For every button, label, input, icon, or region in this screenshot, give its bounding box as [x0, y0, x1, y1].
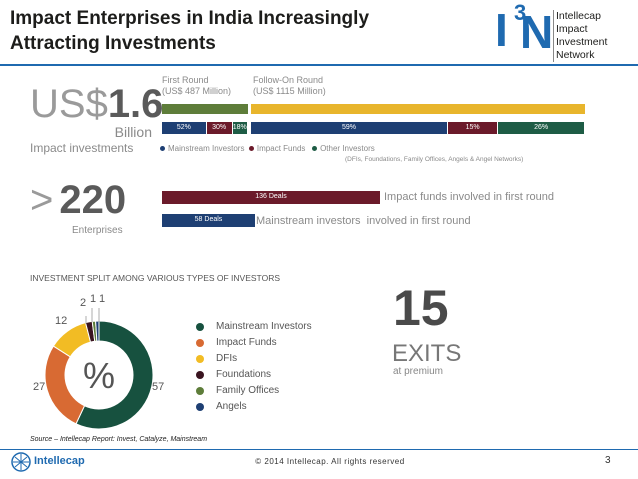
donut-legend-dot [196, 354, 204, 363]
logo-letter-i: I [495, 4, 508, 56]
exits-count: 15 [393, 280, 449, 336]
mainstream-deals-label: 58 Deals [194, 216, 223, 223]
logo-line-2: Impact Investment [556, 23, 608, 48]
amount-caption: Impact investments [30, 141, 134, 155]
split-segment-other-investors: 26% [498, 122, 584, 134]
enterprises-prefix: > [30, 178, 54, 222]
split-legend: Mainstream Investors Impact Funds Other … [160, 144, 375, 154]
donut-label-family-offices: 1 [90, 293, 96, 305]
first-round-total-bar [162, 104, 248, 114]
split-segment-mainstream-investors: 52% [162, 122, 206, 134]
legend-mainstream: Mainstream Investors [168, 144, 245, 153]
first-round-label: First Round [162, 75, 209, 85]
impact-deals-bar: 136 Deals [162, 191, 380, 204]
followon-total-bar [251, 104, 585, 114]
donut-legend-item-foundations: Foundations [196, 369, 271, 380]
mainstream-deals-bar: 58 Deals [162, 214, 255, 227]
followon-label: Follow-On Round [253, 75, 324, 85]
footer-rule [0, 449, 638, 450]
page-title: Impact Enterprises in India Increasingly… [10, 6, 480, 56]
exits-label: EXITS [392, 340, 462, 367]
amount-unit: Billion [114, 124, 152, 140]
donut-legend-item-mainstream-investors: Mainstream Investors [196, 321, 312, 332]
followon-header: Follow-On Round (US$ 1115 Million) [253, 75, 326, 97]
donut-legend-item-dfis: DFIs [196, 353, 237, 364]
split-segment-impact-funds: 30% [206, 122, 232, 134]
donut-slice-mainstream-investors [75, 320, 154, 430]
legend-dot-other [312, 146, 318, 152]
page-number: 3 [605, 455, 611, 466]
split-segment-mainstream-investors: 59% [251, 122, 448, 134]
intellecap-logo-icon [10, 452, 32, 472]
logo-text: Intellecap Impact Investment Network [553, 10, 638, 62]
impact-deals-text: Impact funds involved in first round [384, 191, 554, 203]
enterprises-count: 220 [59, 178, 127, 222]
header-rule [0, 64, 638, 66]
logo-line-1: Intellecap [556, 10, 601, 22]
donut-legend-label: Foundations [216, 369, 272, 380]
first-round-header: First Round (US$ 487 Million) [162, 75, 231, 97]
donut-label-foundations: 2 [80, 297, 86, 309]
logo-line-3: Network [556, 49, 595, 61]
donut-legend-label: Impact Funds [216, 337, 277, 348]
legend-dot-impact [248, 146, 254, 152]
donut-legend-item-family-offices: Family Offices [196, 385, 279, 396]
donut-label-dfis: 12 [55, 315, 67, 327]
logo-letter-n: N [520, 6, 553, 58]
split-segment-other-investors: 18% [232, 122, 247, 134]
donut-slice-angels [95, 320, 100, 342]
legend-other-note: (DFIs, Foundations, Family Offices, Ange… [345, 156, 524, 163]
donut-center-symbol: % [83, 355, 115, 396]
footer-brand: Intellecap [34, 455, 85, 467]
donut-slice-impact-funds [44, 345, 86, 425]
donut-label-impact-funds: 27 [33, 381, 45, 393]
title-line-1: Impact Enterprises in India Increasingly [10, 8, 370, 29]
legend-other: Other Investors [320, 144, 375, 153]
donut-label-angels: 1 [99, 293, 105, 305]
copyright: © 2014 Intellecap. All rights reserved [255, 457, 405, 466]
donut-legend-label: DFIs [216, 353, 238, 364]
logo-superscript: 3 [514, 0, 527, 25]
source-note: Source – Intellecap Report: Invest, Cata… [30, 436, 208, 443]
donut-legend-dot [196, 338, 204, 347]
split-segment-impact-funds: 15% [448, 122, 498, 134]
legend-dot-mainstream [160, 146, 165, 152]
donut-legend-dot [196, 370, 204, 379]
currency-prefix: US$ [30, 82, 108, 126]
title-line-2: Attracting Investments [10, 33, 216, 54]
amount-block: US$1.6 [30, 82, 163, 126]
first-round-value: (US$ 487 Million) [162, 86, 232, 96]
impact-deals-label: 136 Deals [255, 193, 287, 200]
followon-value: (US$ 1115 Million) [253, 86, 326, 96]
exits-sub: at premium [393, 366, 444, 377]
legend-impact: Impact Funds [256, 144, 306, 153]
followon-split: 59% 15% 26% [251, 122, 585, 134]
donut-legend-dot [196, 402, 204, 411]
donut-legend-dot [196, 322, 204, 331]
enterprises-label: Enterprises [72, 225, 123, 236]
donut-label-mainstream-investors: 57 [152, 381, 164, 393]
enterprises-count-block: >220 [30, 178, 126, 222]
mainstream-deals-text: Mainstream investors involved in first r… [256, 215, 471, 227]
donut-legend-label: Family Offices [216, 385, 280, 396]
donut-legend-label: Angels [216, 401, 247, 412]
first-round-split: 52% 30% 18% [162, 122, 248, 134]
amount-value: 1.6 [107, 82, 164, 126]
split-heading: INVESTMENT SPLIT AMONG VARIOUS TYPES OF … [30, 273, 281, 283]
donut-legend-item-impact-funds: Impact Funds [196, 337, 277, 348]
donut-legend-label: Mainstream Investors [216, 321, 312, 332]
donut-legend-item-angels: Angels [196, 401, 247, 412]
donut-legend-dot [196, 386, 204, 395]
